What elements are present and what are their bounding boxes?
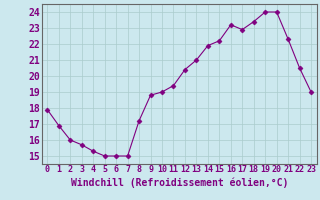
X-axis label: Windchill (Refroidissement éolien,°C): Windchill (Refroidissement éolien,°C) (70, 177, 288, 188)
